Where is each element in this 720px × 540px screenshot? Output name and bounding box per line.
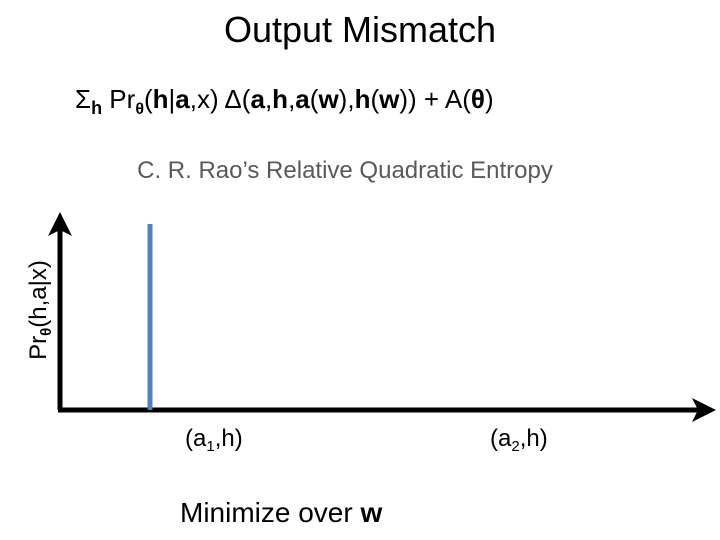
label-part: θ xyxy=(38,328,55,336)
title: Output Mismatch xyxy=(224,9,496,50)
formula-part: h xyxy=(153,84,169,114)
label-part: ,h) xyxy=(520,425,548,452)
formula-part: , xyxy=(265,84,272,114)
formula-part: | xyxy=(169,84,176,114)
footer: Minimize over w xyxy=(180,497,382,528)
label-part: (h,a|x) xyxy=(25,260,52,328)
formula-part: Σ xyxy=(75,84,91,114)
formula-part: , xyxy=(288,84,295,114)
formula-part: w xyxy=(378,84,400,114)
formula-part: θ xyxy=(135,101,144,118)
formula-part: ( xyxy=(144,84,153,114)
label-part: Pr xyxy=(25,336,52,360)
formula-part: h xyxy=(91,98,102,118)
formula-part: w xyxy=(317,84,339,114)
formula-part: ), xyxy=(339,84,355,114)
y-axis-arrow xyxy=(48,212,72,236)
subtitle: C. R. Rao’s Relative Quadratic Entropy xyxy=(137,157,553,184)
formula: Σh Prθ(h|a,x) Δ(a,h,a(w),h(w)) + A(θ) xyxy=(75,84,494,118)
x-label: (a2,h) xyxy=(490,425,548,455)
x-axis-arrow xyxy=(692,398,716,422)
label-part: 1 xyxy=(206,438,214,455)
footer-part: Minimize over xyxy=(180,497,360,528)
formula-part: ( xyxy=(310,84,319,114)
label-part: 2 xyxy=(511,438,519,455)
y-axis-label: Prθ(h,a|x) xyxy=(25,260,55,360)
formula-part: ,x) Δ( xyxy=(190,84,251,114)
formula-part: )) + A( xyxy=(399,84,471,114)
formula-part: ( xyxy=(370,84,379,114)
formula-part: Pr xyxy=(102,84,136,114)
label-part: (a xyxy=(185,425,207,452)
footer-part: w xyxy=(359,497,382,528)
formula-part: a xyxy=(175,84,190,114)
label-part: (a xyxy=(490,425,512,452)
x-label: (a1,h) xyxy=(185,425,243,455)
formula-part: a xyxy=(250,84,265,114)
formula-part: a xyxy=(295,84,310,114)
formula-part: h xyxy=(272,84,288,114)
formula-part: ) xyxy=(485,84,494,114)
label-part: ,h) xyxy=(215,425,243,452)
formula-part: θ xyxy=(471,84,485,114)
formula-part: h xyxy=(355,84,371,114)
